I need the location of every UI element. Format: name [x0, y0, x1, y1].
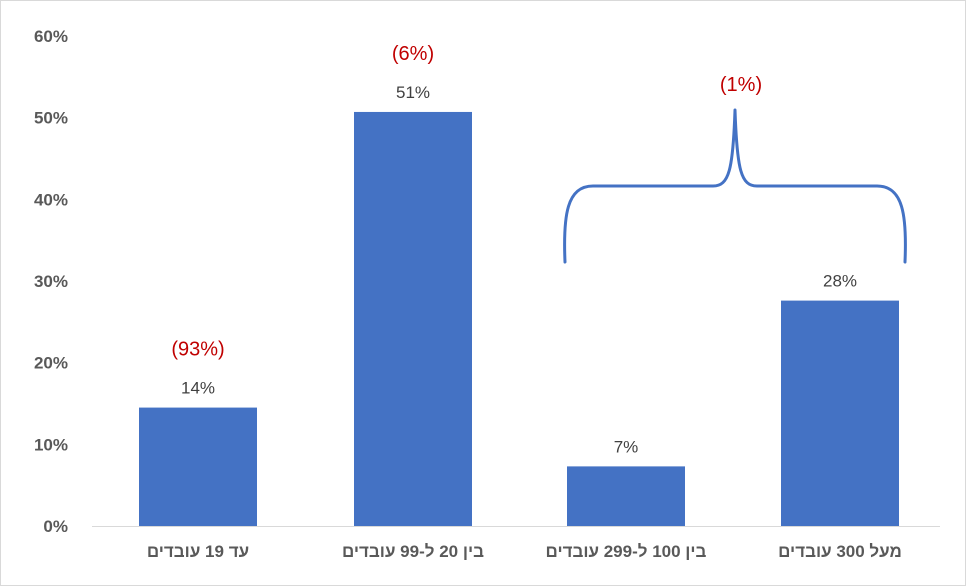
bar	[781, 300, 899, 526]
category-label: בין 100 ל-299 עובדים	[546, 542, 707, 561]
group-change-annotation: (1%)	[720, 74, 762, 96]
change-annotation: (93%)	[171, 339, 224, 361]
y-tick-label: 60%	[34, 27, 68, 46]
category-label: עד 19 עובדים	[147, 542, 249, 561]
y-tick-label: 20%	[34, 354, 68, 373]
category-label: בין 20 ל-99 עובדים	[342, 542, 484, 561]
bar-value-label: 7%	[614, 437, 639, 456]
bar	[567, 466, 685, 526]
y-tick-label: 40%	[34, 190, 68, 209]
group-brace	[563, 108, 907, 264]
y-tick-label: 0%	[43, 517, 68, 536]
change-annotation: (6%)	[392, 43, 434, 65]
category-label: מעל 300 עובדים	[778, 542, 902, 561]
bar-value-label: 14%	[181, 379, 215, 398]
y-tick-label: 30%	[34, 272, 68, 291]
y-tick-label: 10%	[34, 435, 68, 454]
bar-value-label: 28%	[823, 272, 857, 291]
bar-value-label: 51%	[396, 83, 430, 102]
y-tick-label: 50%	[34, 109, 68, 128]
bar	[139, 407, 257, 526]
bar	[354, 111, 472, 526]
